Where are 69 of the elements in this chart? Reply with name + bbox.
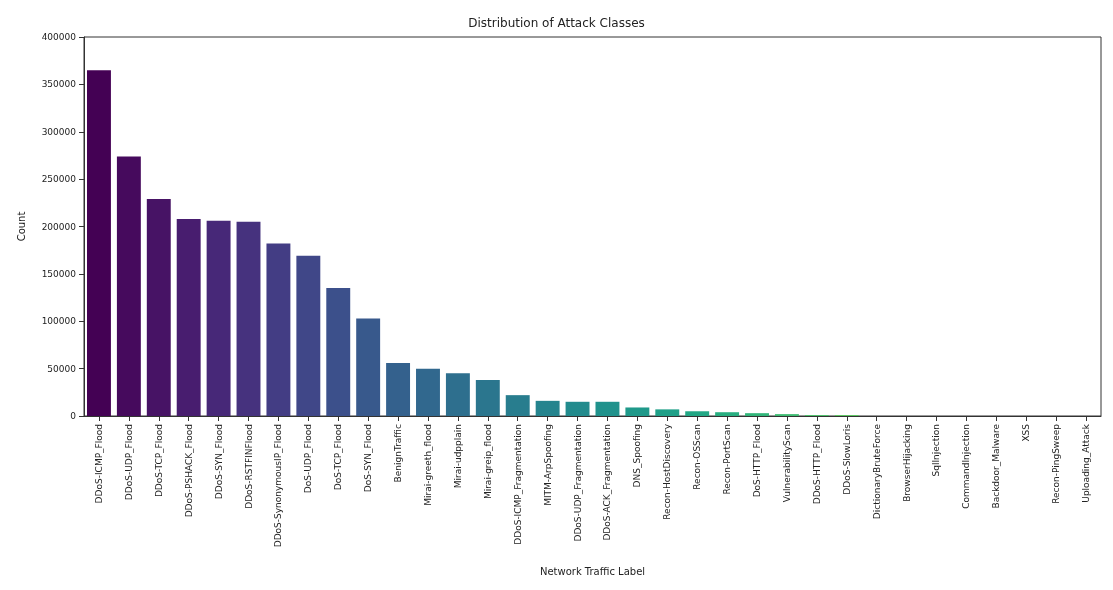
bar [146,199,171,416]
x-tick-label: XSS [1021,423,1032,442]
x-tick-label: DDoS-UDP_Fragmentation [572,424,583,542]
y-tick-label: 150000 [41,268,77,279]
bar [266,243,291,416]
y-axis-title: Count [15,211,27,242]
x-tick-label: DDoS-RSTFINFlood [243,424,254,509]
y-tick-label: 200000 [41,221,77,232]
y-tick-label: 0 [70,411,77,421]
x-tick-label: DDoS-ICMP_Fragmentation [512,424,523,545]
x-tick-label: DoS-SYN_Flood [363,424,374,493]
x-tick-label: DoS-TCP_Flood [333,424,344,491]
x-tick-label: VulnerabilityScan [781,424,792,503]
bar [416,368,440,416]
x-tick-label: SqlInjection [931,424,942,477]
bar [116,156,141,416]
x-tick-label: DDoS-ICMP_Flood [93,424,104,504]
x-tick-label: Mirai-udpplain [452,424,463,489]
chart-title: Distribution of Attack Classes [468,16,645,30]
y-tick-label: 400000 [41,32,77,42]
bar [535,400,560,416]
x-tick-label: DDoS-UDP_Flood [123,424,134,501]
y-tick-label: 350000 [41,79,77,90]
y-tick-label: 50000 [47,363,77,374]
x-tick-label: Mirai-greeth_flood [422,424,433,506]
x-tick-label: Recon-HostDiscovery [662,423,673,520]
y-tick-label: 100000 [41,316,77,327]
bar [206,220,231,416]
x-tick-label: MITM-ArpSpoofing [542,424,553,506]
bar [326,288,351,416]
bar [296,255,321,416]
bar [625,407,650,416]
x-tick-label: Recon-PingSweep [1051,423,1062,504]
x-tick-label: BrowserHijacking [901,424,912,502]
bar [445,373,470,416]
bar [685,411,710,416]
bar [176,218,201,416]
y-tick-label: 250000 [41,174,77,185]
x-tick-label: DoS-UDP_Flood [303,424,314,494]
x-tick-label: Mirai-greip_flood [482,424,493,500]
x-tick-label: BenignTraffic [393,423,404,483]
x-tick-label: DDoS-TCP_Flood [153,424,164,498]
x-tick-label: CommandInjection [961,424,972,509]
bar [475,380,500,416]
x-tick-label: DDoS-PSHACK_Flood [183,424,194,518]
x-axis-title: Network Traffic Label [539,565,646,577]
x-tick-label: DictionaryBruteForce [871,423,882,520]
x-tick-label: Backdoor_Malware [991,423,1002,509]
x-tick-label: DoS-HTTP_Flood [752,424,763,498]
x-tick-label: Recon-OSScan [692,424,703,490]
bar [715,412,740,416]
y-tick-label: 300000 [41,126,77,137]
x-tick-label: DDoS-SlowLoris [841,423,852,495]
x-tick-label: DNS_Spoofing [632,424,643,488]
x-tick-label: DDoS-SYN_Flood [213,424,224,500]
bar [565,401,590,416]
bar [745,413,769,416]
bar [655,409,680,416]
x-tick-label: Recon-PortScan [722,424,733,495]
bar [386,362,411,416]
x-tick-label: DDoS-ACK_Fragmentation [602,424,613,541]
bar [86,70,111,416]
x-tick-label: DDoS-SynonymousIP_Flood [273,424,284,548]
bar [236,221,261,416]
x-tick-label: DDoS-HTTP_Flood [811,424,822,505]
bar [505,395,530,416]
bar [595,401,620,416]
x-tick-label: Uploading_Attack [1081,423,1092,503]
bar [356,318,381,416]
